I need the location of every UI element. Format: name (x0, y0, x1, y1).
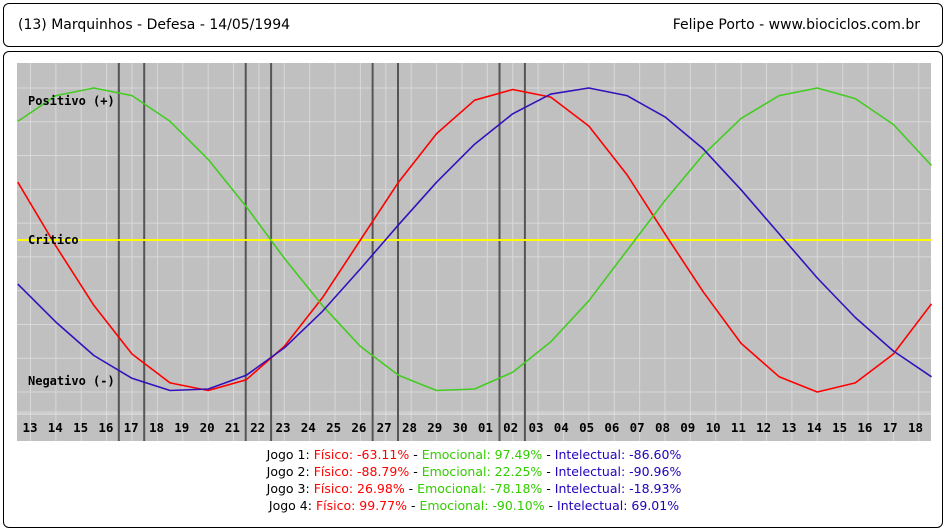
x-tick-label: 01 (478, 420, 493, 435)
x-tick-label: 07 (630, 420, 645, 435)
x-tick-label: 20 (200, 420, 215, 435)
label-critical: Critico (28, 233, 79, 247)
game-line-1: Jogo 1: Físico: -63.11% - Emocional: 97.… (266, 447, 682, 462)
game-intelectual-value: Intelectual: -90.96% (554, 464, 682, 479)
game-intelectual-value: Intelectual: -86.60% (554, 447, 682, 462)
x-tick-label: 13 (781, 420, 796, 435)
x-tick-label: 06 (604, 420, 619, 435)
game-fisico-value: Físico: -88.79% (313, 464, 410, 479)
x-tick-label: 24 (301, 420, 316, 435)
x-tick-label: 16 (98, 420, 113, 435)
series-line-fisico (17, 88, 933, 393)
x-tick-label: 04 (554, 420, 569, 435)
x-tick-label: 18 (149, 420, 164, 435)
x-tick-label: 13 (22, 420, 37, 435)
x-tick-label: 21 (225, 420, 240, 435)
game-fisico-value: Físico: 99.77% (315, 498, 407, 513)
x-tick-label: 23 (275, 420, 290, 435)
x-tick-label: 16 (857, 420, 872, 435)
x-tick-label: 14 (807, 420, 822, 435)
x-tick-label: 17 (883, 420, 898, 435)
x-tick-label: 02 (503, 420, 518, 435)
game-label: Jogo 3: (266, 481, 310, 496)
x-tick-label: 30 (453, 420, 468, 435)
x-tick-label: 22 (250, 420, 265, 435)
x-tick-label: 27 (377, 420, 392, 435)
x-tick-label: 26 (351, 420, 366, 435)
game-fisico-value: Físico: 26.98% (313, 481, 405, 496)
game-label: Jogo 4: (268, 498, 312, 513)
game-intelectual-value: Intelectual: -18.93% (554, 481, 682, 496)
x-tick-label: 17 (124, 420, 139, 435)
game-intelectual-value: Intelectual: 69.01% (557, 498, 680, 513)
game-line-2: Jogo 2: Físico: -88.79% - Emocional: 22.… (266, 464, 682, 479)
game-emocional-value: Emocional: -90.10% (419, 498, 545, 513)
header-box: (13) Marquinhos - Defesa - 14/05/1994 Fe… (3, 3, 943, 47)
author-site: Felipe Porto - www.biociclos.com.br (673, 17, 920, 33)
x-tick-label: 10 (706, 420, 721, 435)
x-tick-label: 08 (655, 420, 670, 435)
series-line-emocional (17, 87, 933, 392)
game-line-3: Jogo 3: Físico: 26.98% - Emocional: -78.… (266, 481, 682, 496)
label-negative: Negativo (-) (28, 374, 115, 388)
game-emocional-value: Emocional: 97.49% (421, 447, 543, 462)
game-label: Jogo 1: (266, 447, 310, 462)
series-line-intelectual (17, 87, 932, 392)
x-tick-label: 29 (427, 420, 442, 435)
x-tick-label: 05 (579, 420, 594, 435)
athlete-title: (13) Marquinhos - Defesa - 14/05/1994 (18, 17, 291, 33)
x-tick-label: 19 (174, 420, 189, 435)
x-tick-label: 14 (48, 420, 63, 435)
x-tick-label: 18 (908, 420, 923, 435)
x-tick-label: 25 (326, 420, 341, 435)
x-tick-label: 11 (731, 420, 746, 435)
x-tick-label: 28 (402, 420, 417, 435)
x-tick-label: 15 (73, 420, 88, 435)
game-fisico-value: Físico: -63.11% (313, 447, 410, 462)
plot-background (17, 63, 931, 441)
x-tick-label: 03 (528, 420, 543, 435)
game-label: Jogo 2: (266, 464, 310, 479)
x-tick-label: 09 (680, 420, 695, 435)
game-line-4: Jogo 4: Físico: 99.77% - Emocional: -90.… (268, 498, 680, 513)
x-tick-label: 15 (832, 420, 847, 435)
label-positive: Positivo (+) (28, 94, 115, 108)
author-site-text: Felipe Porto - www.biociclos.com.br (672, 17, 920, 33)
game-emocional-value: Emocional: -78.18% (417, 481, 543, 496)
x-tick-label: 12 (756, 420, 771, 435)
game-emocional-value: Emocional: 22.25% (421, 464, 543, 479)
games-summary: Jogo 1: Físico: -63.11% - Emocional: 97.… (0, 446, 948, 514)
